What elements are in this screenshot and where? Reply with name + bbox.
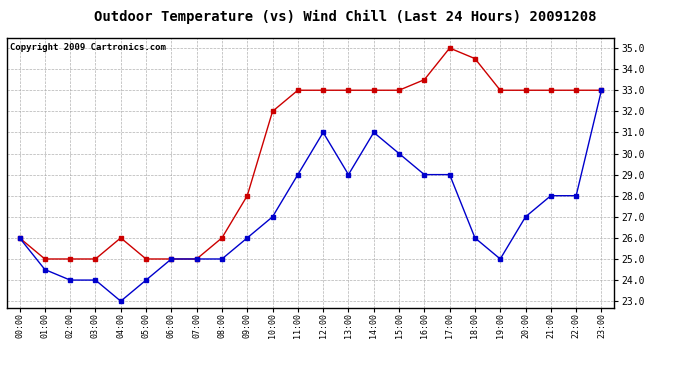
Text: Copyright 2009 Cartronics.com: Copyright 2009 Cartronics.com (10, 43, 166, 52)
Text: Outdoor Temperature (vs) Wind Chill (Last 24 Hours) 20091208: Outdoor Temperature (vs) Wind Chill (Las… (94, 9, 596, 24)
